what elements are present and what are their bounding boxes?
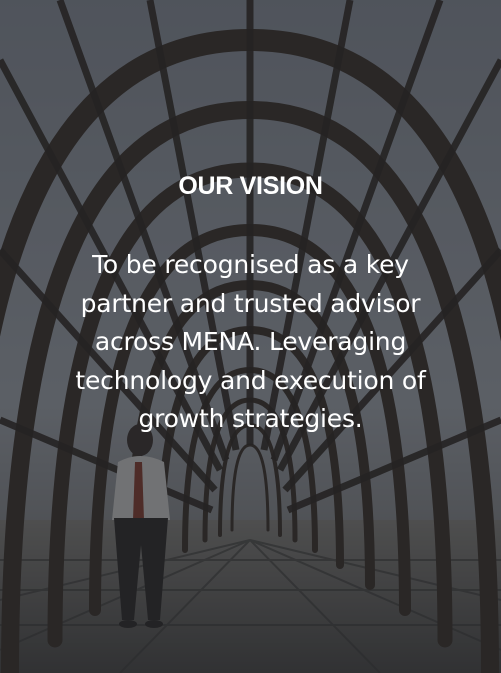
vision-heading: OUR VISION (178, 172, 323, 200)
vision-line: To be recognised as a key (92, 250, 409, 279)
vision-line: partner and trusted advisor (80, 288, 421, 318)
vision-line: technology and execution of (75, 365, 426, 395)
vision-line: across MENA. Leveraging (94, 327, 407, 356)
vision-statement: To be recognised as a key partner and tr… (36, 246, 466, 439)
vision-line: growth strategies. (138, 404, 363, 433)
vision-content: OUR VISION To be recognised as a key par… (0, 168, 501, 439)
